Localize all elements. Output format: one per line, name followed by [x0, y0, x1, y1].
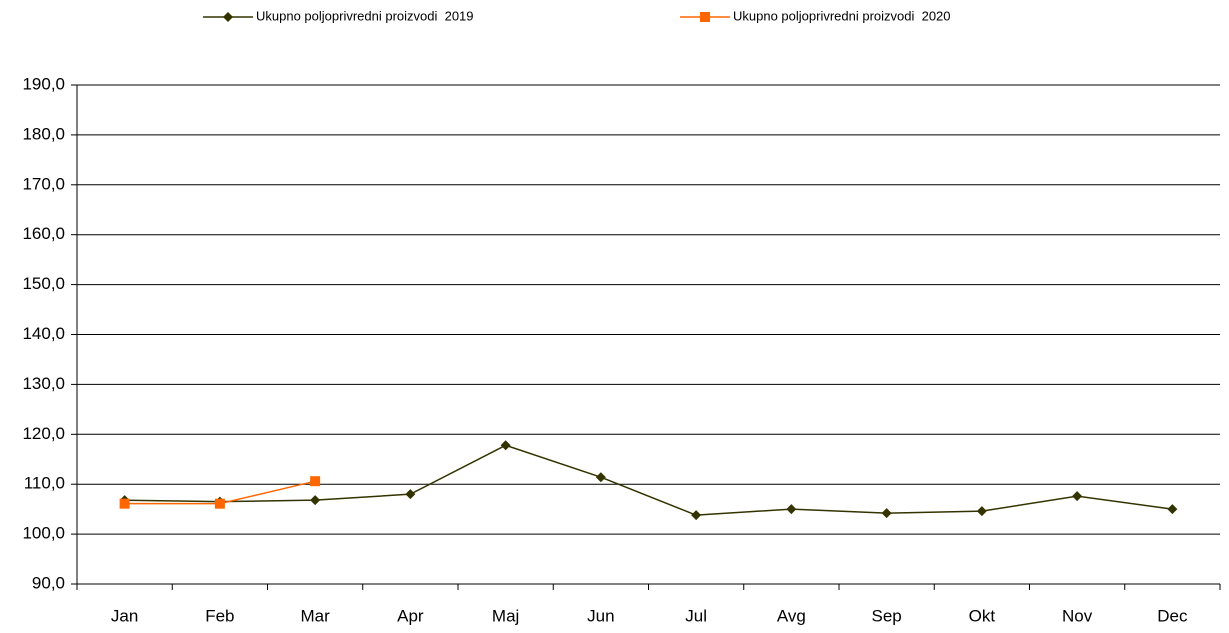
y-tick-label: 120,0 [22, 424, 65, 443]
y-tick-label: 180,0 [22, 124, 65, 143]
y-tick-label: 90,0 [32, 573, 65, 592]
y-tick-label: 160,0 [22, 224, 65, 243]
x-tick-label: Maj [492, 606, 519, 625]
point [1072, 491, 1083, 502]
point [786, 504, 797, 515]
y-tick-label: 170,0 [22, 174, 65, 193]
point [310, 476, 321, 487]
legend-label: Ukupno poljoprivredni proizvodi 2019 [256, 8, 474, 23]
point [691, 510, 702, 521]
y-tick-label: 100,0 [22, 524, 65, 543]
y-tick-label: 130,0 [22, 374, 65, 393]
legend-marker [223, 12, 233, 22]
point [310, 495, 321, 506]
x-tick-label: Dec [1157, 606, 1188, 625]
point [214, 498, 225, 509]
x-tick-label: Okt [969, 606, 996, 625]
point [119, 498, 130, 509]
point [976, 506, 987, 517]
x-tick-label: Jul [685, 606, 707, 625]
point [500, 440, 511, 451]
y-tick-label: 110,0 [24, 474, 65, 493]
x-tick-label: Avg [777, 606, 806, 625]
x-tick-label: Jun [587, 606, 614, 625]
point [881, 508, 892, 519]
y-tick-label: 190,0 [22, 74, 65, 93]
x-tick-label: Jan [111, 606, 138, 625]
legend-label: Ukupno poljoprivredni proizvodi 2020 [733, 8, 951, 23]
y-tick-label: 140,0 [22, 324, 65, 343]
x-tick-label: Feb [205, 606, 234, 625]
x-tick-label: Nov [1062, 606, 1093, 625]
y-tick-label: 150,0 [22, 274, 65, 293]
legend-marker [700, 12, 710, 22]
x-tick-label: Apr [397, 606, 424, 625]
series-line [124, 444, 1173, 516]
point [595, 472, 606, 483]
point [1167, 504, 1178, 515]
point [405, 489, 416, 500]
x-tick-label: Mar [300, 606, 330, 625]
x-tick-label: Sep [872, 606, 902, 625]
